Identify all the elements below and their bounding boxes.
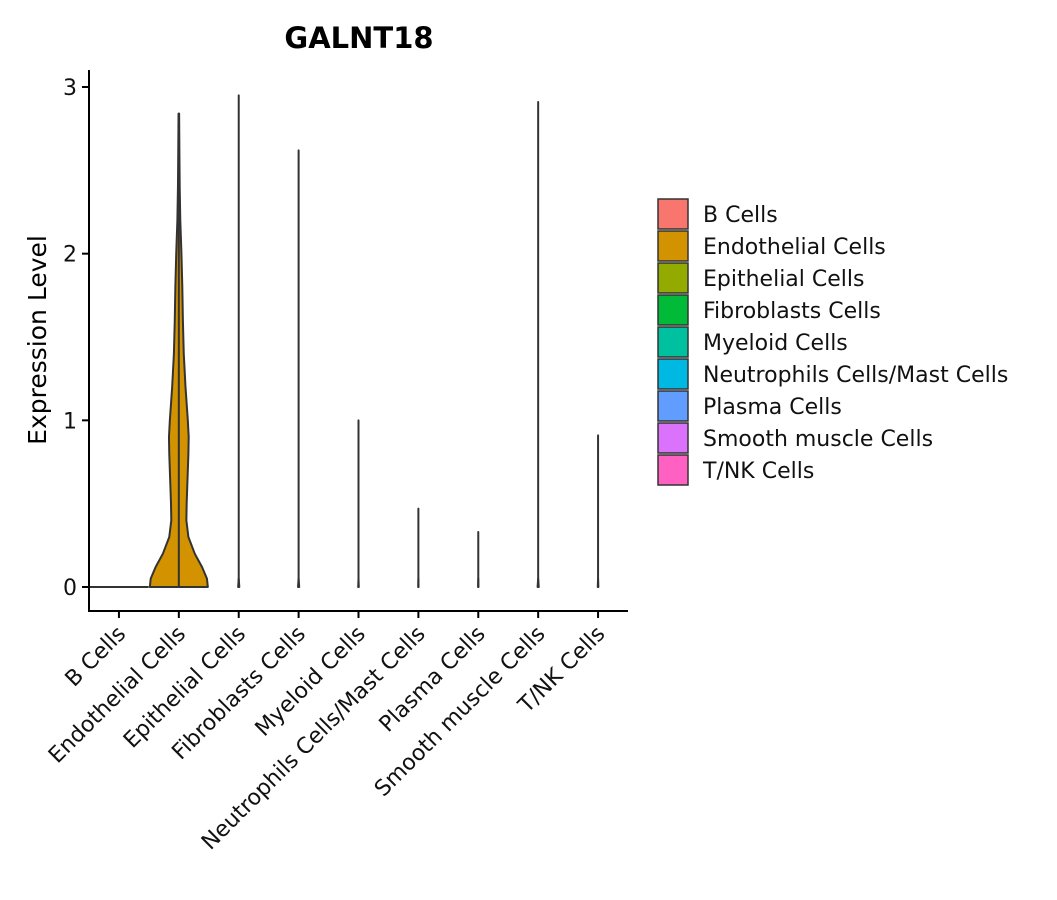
legend-label-5: Neutrophils Cells/Mast Cells: [703, 363, 1008, 388]
legend-key-1: [657, 230, 689, 262]
y-tick-label-0: 0: [63, 576, 77, 601]
plot-area: [88, 94, 600, 588]
y-tick-label-1: 1: [63, 409, 77, 434]
legend-key-4: [657, 326, 689, 358]
legend-label-7: Smooth muscle Cells: [703, 427, 933, 452]
legend-key-0: [657, 198, 689, 230]
legend-label-4: Myeloid Cells: [703, 331, 848, 356]
legend-label-8: T/NK Cells: [702, 459, 814, 484]
legend-label-1: Endothelial Cells: [703, 235, 886, 260]
legend-label-3: Fibroblasts Cells: [703, 299, 881, 324]
legend-key-2: [657, 262, 689, 294]
legend: B Cells Endothelial Cells Epithelial Cells…: [657, 198, 1008, 486]
chart-title: GALNT18: [284, 21, 433, 55]
y-tick-label-2: 2: [63, 243, 77, 268]
legend-key-5: [657, 358, 689, 390]
legend-key-6: [657, 390, 689, 422]
y-tick-label-3: 3: [63, 76, 77, 101]
legend-label-0: B Cells: [703, 203, 778, 228]
legend-key-3: [657, 294, 689, 326]
legend-key-8: [657, 454, 689, 486]
legend-label-2: Epithelial Cells: [703, 267, 864, 292]
y-axis-title: Expression Level: [23, 235, 52, 445]
legend-label-6: Plasma Cells: [703, 395, 842, 420]
x-tick-label-6: Plasma Cells: [375, 622, 491, 738]
legend-key-7: [657, 422, 689, 454]
